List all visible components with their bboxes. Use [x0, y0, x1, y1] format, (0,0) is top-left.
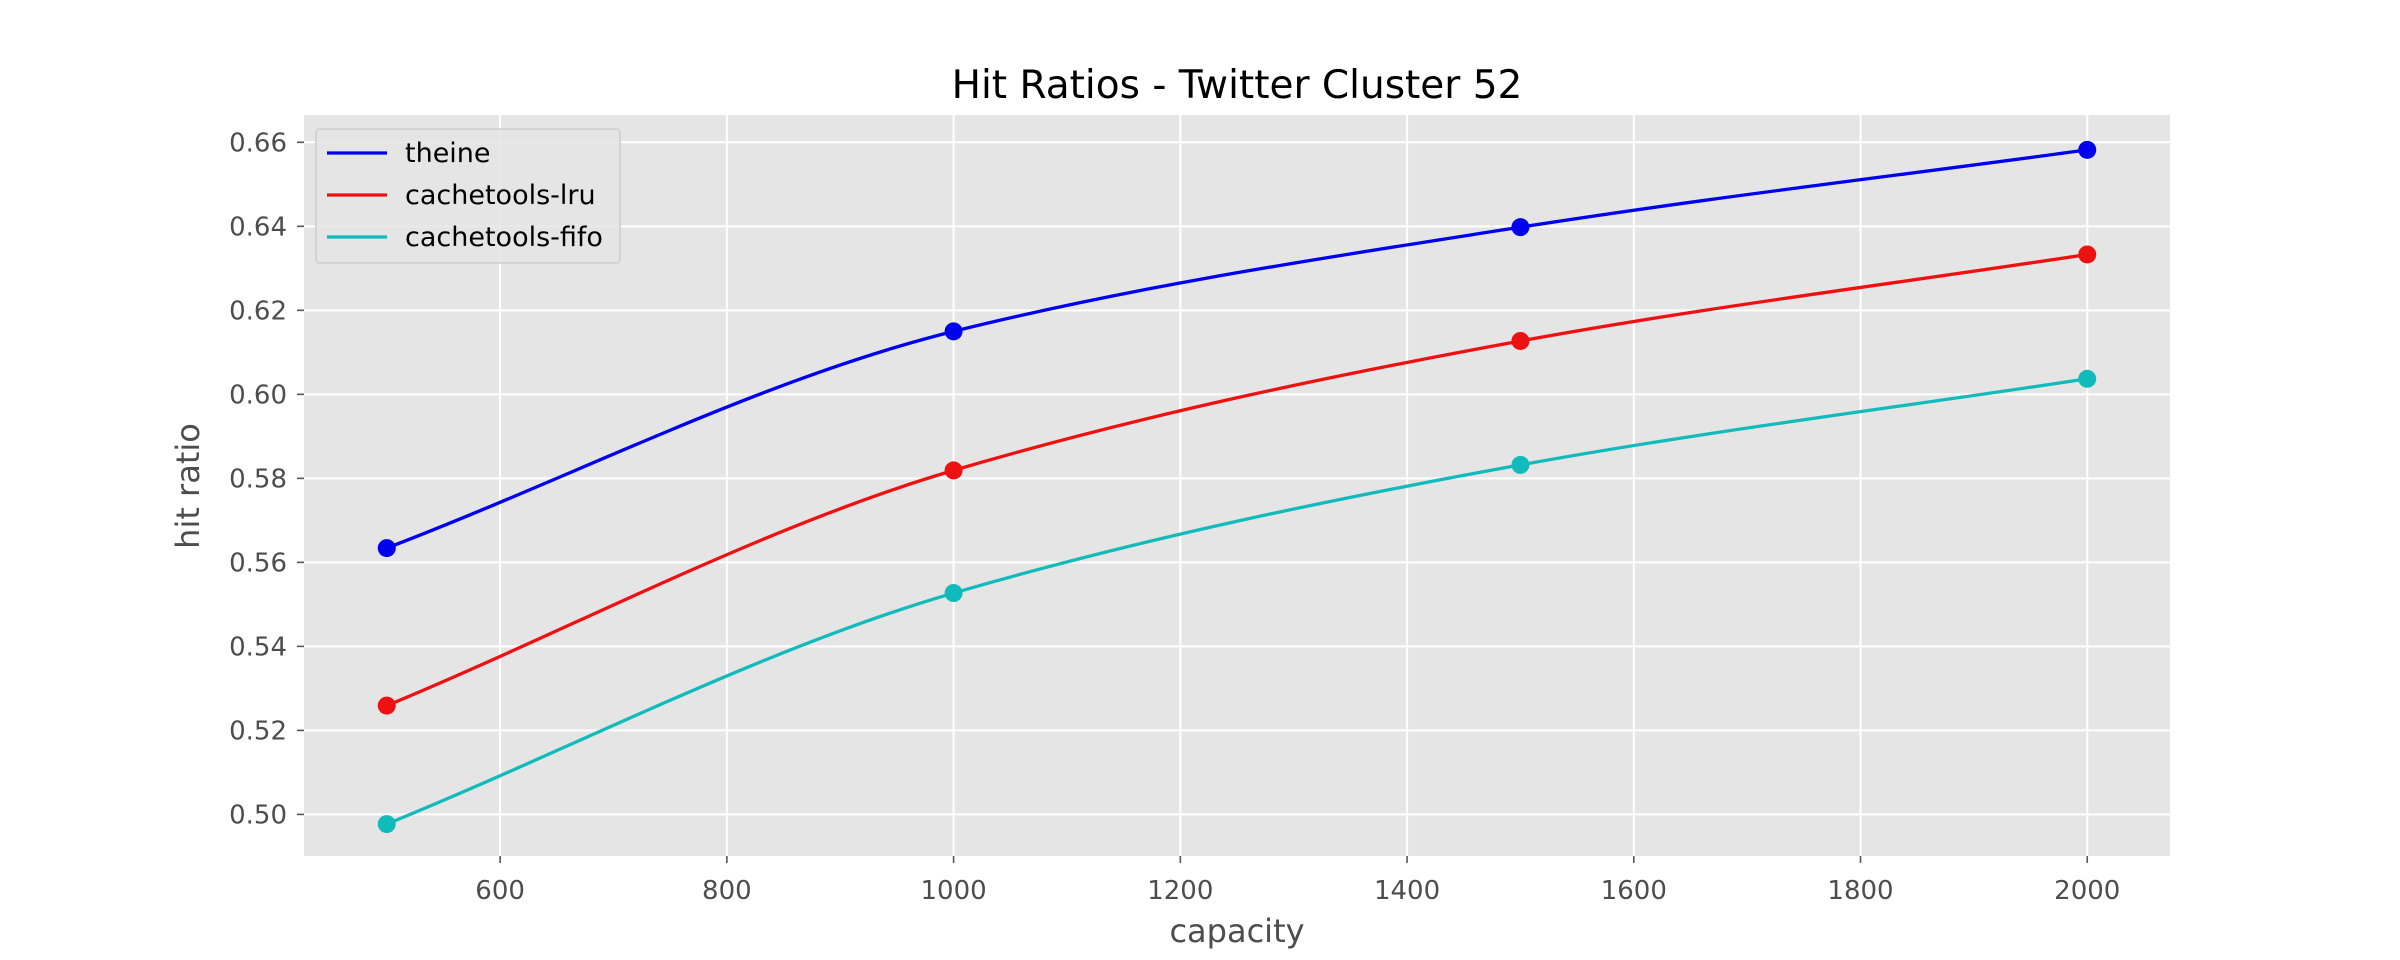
- y-tick-label: 0.64: [229, 212, 287, 242]
- legend: theine cachetools-lru cachetools-fifo: [315, 128, 621, 264]
- data-point-cachetools-lru: [2078, 245, 2097, 264]
- data-point-theine: [2078, 140, 2097, 159]
- y-tick-label: 0.58: [229, 464, 287, 494]
- data-point-cachetools-fifo: [944, 584, 963, 603]
- x-tick-label: 1800: [1827, 876, 1893, 906]
- x-tick-label: 1400: [1374, 876, 1440, 906]
- legend-label-cachetools-lru: cachetools-lru: [405, 180, 596, 211]
- chart-title: Hit Ratios - Twitter Cluster 52: [952, 63, 1523, 108]
- data-point-cachetools-lru: [1511, 331, 1530, 350]
- x-tick-label: 1000: [920, 876, 986, 906]
- y-axis-ticks: 0.50 0.52 0.54 0.56 0.58 0.60 0.62 0.64 0.66: [229, 128, 304, 830]
- series-lines: [385, 148, 2089, 826]
- series-markers: [377, 140, 2097, 834]
- legend-label-cachetools-fifo: cachetools-fifo: [405, 222, 603, 253]
- y-tick-label: 0.50: [229, 800, 287, 830]
- data-point-cachetools-lru: [377, 696, 396, 715]
- legend-box: [315, 128, 621, 264]
- data-point-theine: [377, 539, 396, 558]
- y-tick-label: 0.60: [229, 380, 287, 410]
- legend-entries: theine cachetools-lru cachetools-fifo: [327, 138, 603, 253]
- data-point-cachetools-fifo: [2078, 369, 2097, 388]
- series-line-theine: [385, 148, 2089, 550]
- x-tick-label: 1600: [1601, 876, 1667, 906]
- x-tick-label: 2000: [2054, 876, 2120, 906]
- y-tick-label: 0.52: [229, 716, 287, 746]
- x-axis-label: capacity: [1169, 912, 1304, 950]
- x-tick-label: 1200: [1147, 876, 1213, 906]
- data-point-cachetools-fifo: [377, 815, 396, 834]
- x-tick-label: 600: [475, 876, 525, 906]
- data-point-theine: [1511, 218, 1530, 237]
- y-tick-label: 0.62: [229, 296, 287, 326]
- y-tick-label: 0.56: [229, 548, 287, 578]
- x-tick-label: 800: [702, 876, 752, 906]
- y-tick-label: 0.66: [229, 128, 287, 158]
- series-line-cachetools-fifo: [385, 377, 2089, 826]
- x-axis-ticks: 600 800 1000 1200 1400 1600 1800 2000: [475, 856, 2120, 906]
- y-tick-label: 0.54: [229, 632, 287, 662]
- series-line-cachetools-lru: [385, 252, 2089, 708]
- data-point-cachetools-fifo: [1511, 455, 1530, 474]
- legend-label-theine: theine: [405, 138, 491, 169]
- grid: [304, 115, 2170, 856]
- data-point-cachetools-lru: [944, 461, 963, 480]
- data-point-theine: [944, 322, 963, 341]
- y-axis-label: hit ratio: [169, 423, 207, 549]
